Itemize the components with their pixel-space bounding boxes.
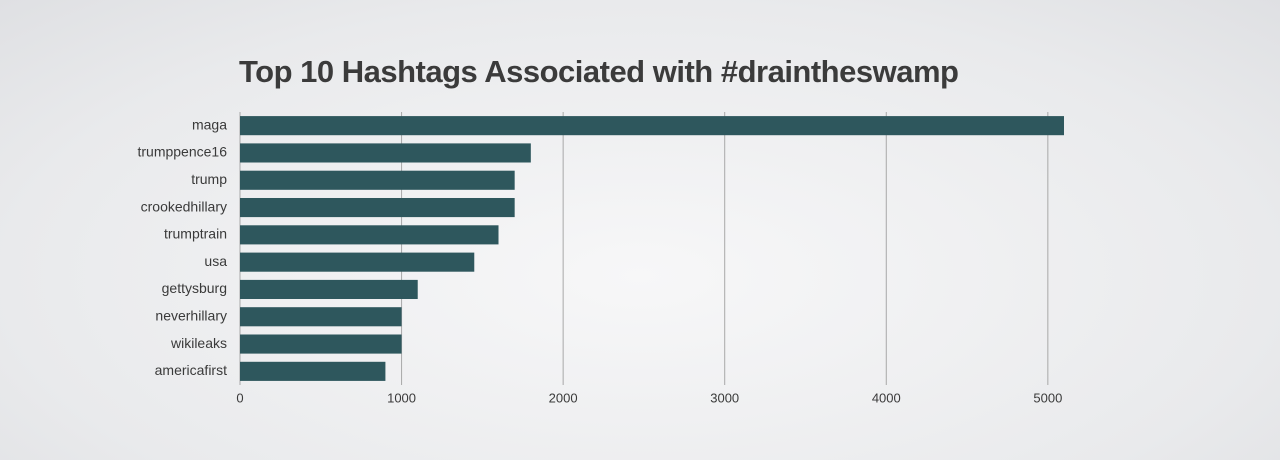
bar: [240, 307, 402, 327]
bar: [240, 225, 499, 245]
bar: [240, 116, 1064, 136]
bar: [240, 252, 475, 272]
y-tick-label: americafirst: [155, 362, 227, 378]
x-tick-label: 3000: [710, 390, 739, 405]
chart-title: Top 10 Hashtags Associated with #drainth…: [239, 54, 958, 89]
y-tick-label: trumptrain: [164, 226, 227, 242]
bar: [240, 279, 418, 300]
bar: [240, 334, 402, 354]
x-tick-label: 4000: [872, 390, 901, 405]
bar: [240, 143, 531, 163]
x-tick-label: 2000: [549, 390, 578, 405]
y-tick-label: trump: [191, 171, 227, 187]
y-tick-label: gettysburg: [162, 280, 227, 296]
y-tick-label: trumppence16: [137, 144, 227, 160]
y-tick-label: maga: [192, 116, 227, 132]
bar: [240, 197, 515, 218]
y-tick-label: crookedhillary: [141, 198, 227, 214]
y-tick-label: neverhillary: [155, 307, 227, 323]
x-tick-label: 0: [236, 390, 243, 405]
x-tick-label: 1000: [387, 390, 416, 405]
x-tick-label: 5000: [1033, 390, 1062, 405]
y-tick-label: wikileaks: [170, 335, 227, 351]
bar: [240, 361, 386, 381]
y-tick-label: usa: [204, 253, 227, 269]
bar: [240, 170, 515, 190]
